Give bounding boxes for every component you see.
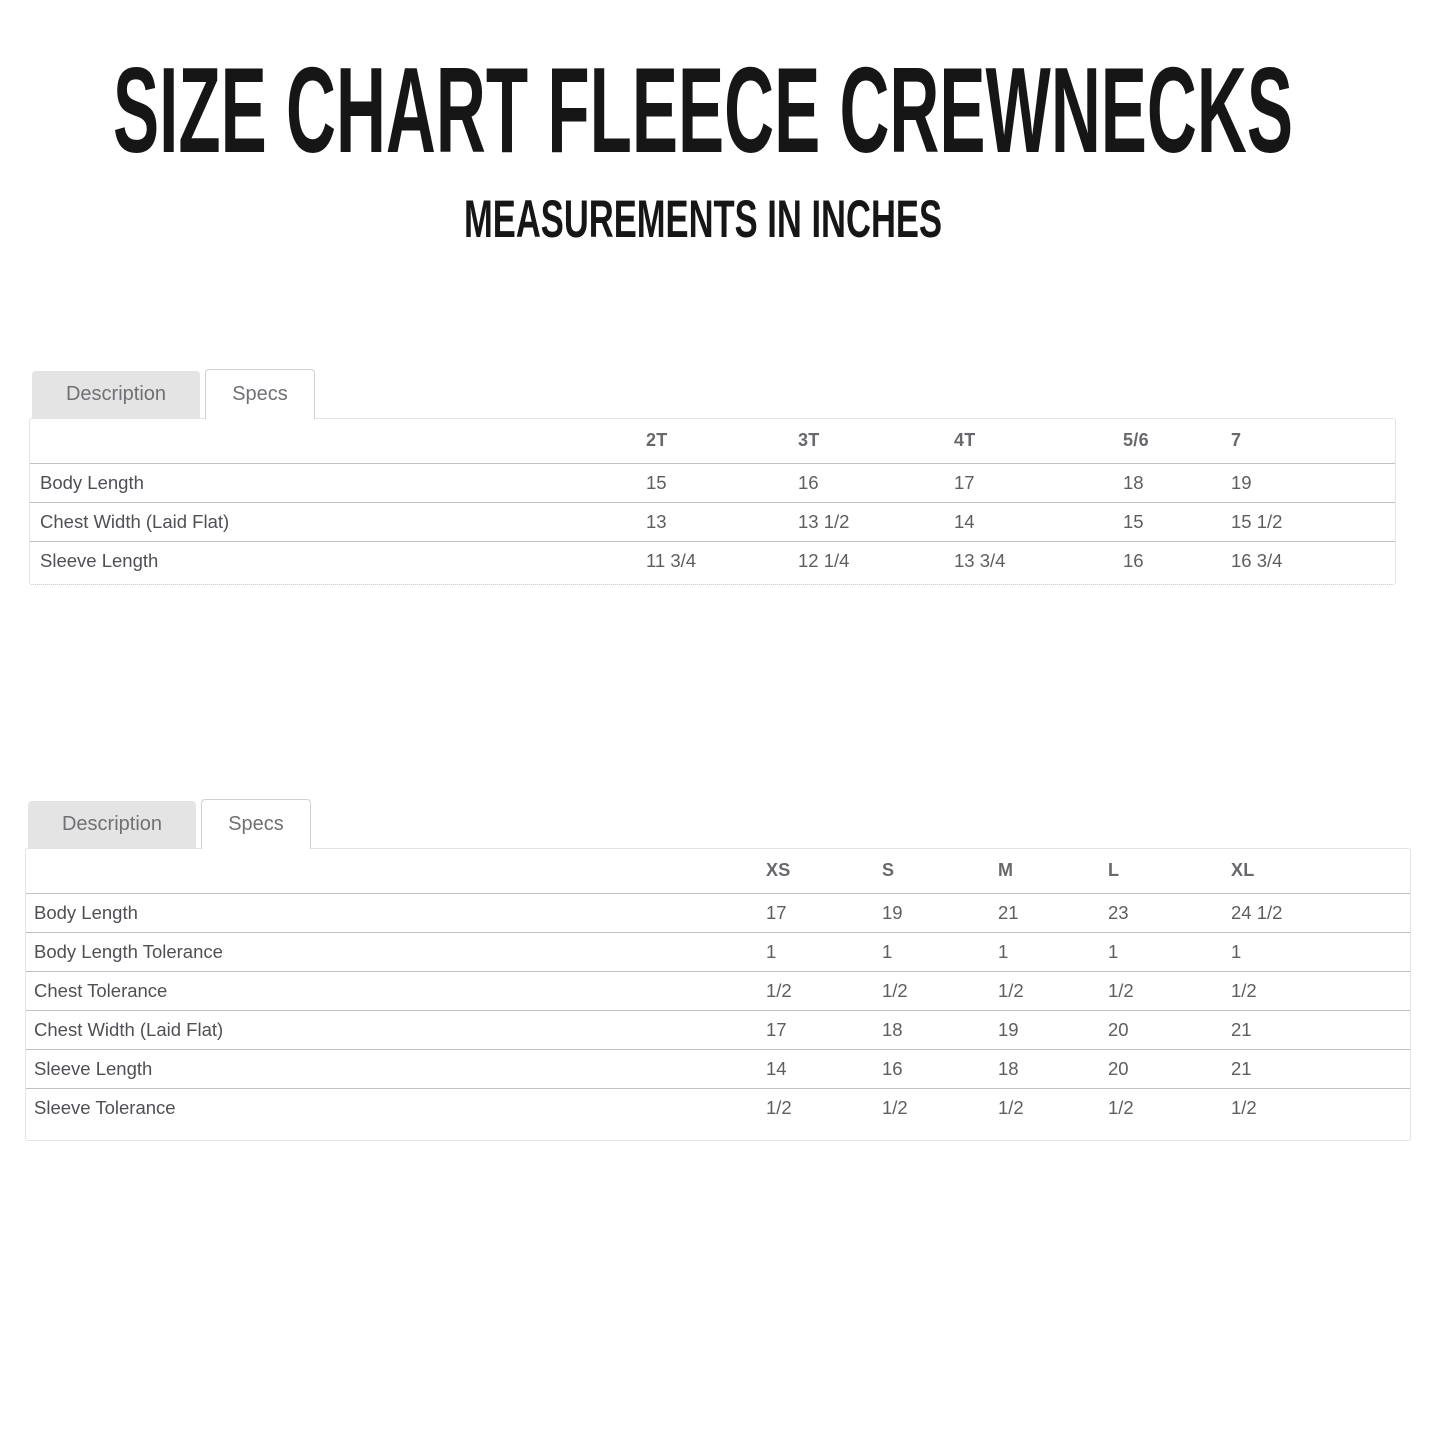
adult-size-table: XS S M L XL Body Length 17 19 21 23 24 1/2 Body Le… [26,849,1410,1127]
cell-value: 15 [1123,510,1144,532]
cell-value: 16 3/4 [1231,549,1283,571]
column-header: 5/6 [1123,430,1149,451]
cell-value: 1/2 [766,979,792,1001]
row-label: Chest Width (Laid Flat) [34,1018,224,1040]
cell-value: 13 3/4 [954,549,1006,571]
tab-description[interactable]: Description [28,801,196,848]
row-label: Sleeve Length [34,1057,153,1079]
cell-value: 20 [1108,1018,1129,1040]
cell-value: 17 [954,471,975,493]
table-row: Body Length Tolerance 1 1 1 1 1 [26,932,1410,971]
cell-value: 21 [1231,1018,1252,1040]
cell-value: 13 [646,510,667,532]
cell-value: 1 [1108,940,1119,962]
cell-value: 1 [882,940,893,962]
row-label: Chest Width (Laid Flat) [40,510,230,532]
cell-value: 15 1/2 [1231,510,1283,532]
cell-value: 21 [1231,1057,1252,1079]
toddler-size-panel: Description Specs 2T 3T 4T 5/6 7 Body Length… [29,368,1396,585]
cell-value: 21 [998,901,1019,923]
cell-value: 24 1/2 [1231,901,1283,923]
cell-value: 16 [798,471,819,493]
cell-value: 18 [998,1057,1019,1079]
row-label: Chest Tolerance [34,979,168,1001]
row-label: Body Length Tolerance [34,940,223,962]
cell-value: 20 [1108,1057,1129,1079]
cell-value: 14 [954,510,975,532]
cell-value: 12 1/4 [798,549,850,571]
table-row: Sleeve Tolerance 1/2 1/2 1/2 1/2 1/2 [26,1088,1410,1127]
cell-value: 1/2 [882,1096,908,1118]
page-title: SIZE CHART FLEECE CREWNECKS [113,42,1293,178]
table-row: Sleeve Length 14 16 18 20 21 [26,1049,1410,1088]
table-row: Chest Width (Laid Flat) 13 13 1/2 14 15 15 1/… [30,502,1395,541]
table-row: Body Length 15 16 17 18 19 [30,463,1395,502]
cell-value: 19 [998,1018,1019,1040]
cell-value: 1/2 [1108,1096,1134,1118]
cell-value: 1/2 [998,1096,1024,1118]
row-label-header [30,419,646,463]
cell-value: 1 [766,940,777,962]
cell-value: 16 [1123,549,1144,571]
table-row: Sleeve Length 11 3/4 12 1/4 13 3/4 16 16 3/4 [30,541,1395,580]
row-label-header [26,849,766,893]
cell-value: 19 [882,901,903,923]
table-header-row: XS S M L XL [26,849,1410,893]
tab-specs[interactable]: Specs [205,369,315,419]
row-label: Body Length [40,471,144,493]
column-header: XS [766,860,791,881]
tab-bar: Description Specs [28,798,1411,849]
row-label: Sleeve Tolerance [34,1096,176,1118]
table-header-row: 2T 3T 4T 5/6 7 [30,419,1395,463]
toddler-size-table-container: 2T 3T 4T 5/6 7 Body Length 15 16 17 18 19 Chest Wi… [29,418,1396,585]
cell-value: 11 3/4 [646,549,697,571]
row-label: Body Length [34,901,138,923]
table-row: Chest Tolerance 1/2 1/2 1/2 1/2 1/2 [26,971,1410,1010]
column-header: 7 [1231,430,1242,451]
column-header: XL [1231,860,1255,881]
column-header: 2T [646,430,668,451]
cell-value: 1/2 [998,979,1024,1001]
row-label: Sleeve Length [40,549,159,571]
tab-description[interactable]: Description [32,371,200,418]
cell-value: 13 1/2 [798,510,850,532]
page-header: SIZE CHART FLEECE CREWNECKS MEASUREMENTS… [113,42,1293,249]
table-row: Body Length 17 19 21 23 24 1/2 [26,893,1410,932]
toddler-size-table: 2T 3T 4T 5/6 7 Body Length 15 16 17 18 19 Chest Wi… [30,419,1395,580]
cell-value: 23 [1108,901,1129,923]
cell-value: 1 [1231,940,1242,962]
cell-value: 1/2 [1231,1096,1257,1118]
cell-value: 18 [1123,471,1144,493]
tab-specs[interactable]: Specs [201,799,311,849]
table-row: Chest Width (Laid Flat) 17 18 19 20 21 [26,1010,1410,1049]
cell-value: 1/2 [1108,979,1134,1001]
adult-size-panel: Description Specs XS S M L XL Body Length 17 1… [25,798,1411,1141]
cell-value: 1/2 [882,979,908,1001]
cell-value: 18 [882,1018,903,1040]
adult-size-table-container: XS S M L XL Body Length 17 19 21 23 24 1/2 Body Le… [25,848,1411,1141]
cell-value: 1 [998,940,1009,962]
column-header: M [998,860,1014,881]
cell-value: 15 [646,471,667,493]
column-header: L [1108,860,1120,881]
column-header: S [882,860,895,881]
tab-bar: Description Specs [32,368,1396,419]
page-subtitle: MEASUREMENTS IN INCHES [464,190,942,249]
cell-value: 1/2 [766,1096,792,1118]
column-header: 3T [798,430,820,451]
cell-value: 14 [766,1057,787,1079]
cell-value: 16 [882,1057,903,1079]
cell-value: 17 [766,901,787,923]
cell-value: 1/2 [1231,979,1257,1001]
cell-value: 17 [766,1018,787,1040]
column-header: 4T [954,430,976,451]
cell-value: 19 [1231,471,1252,493]
